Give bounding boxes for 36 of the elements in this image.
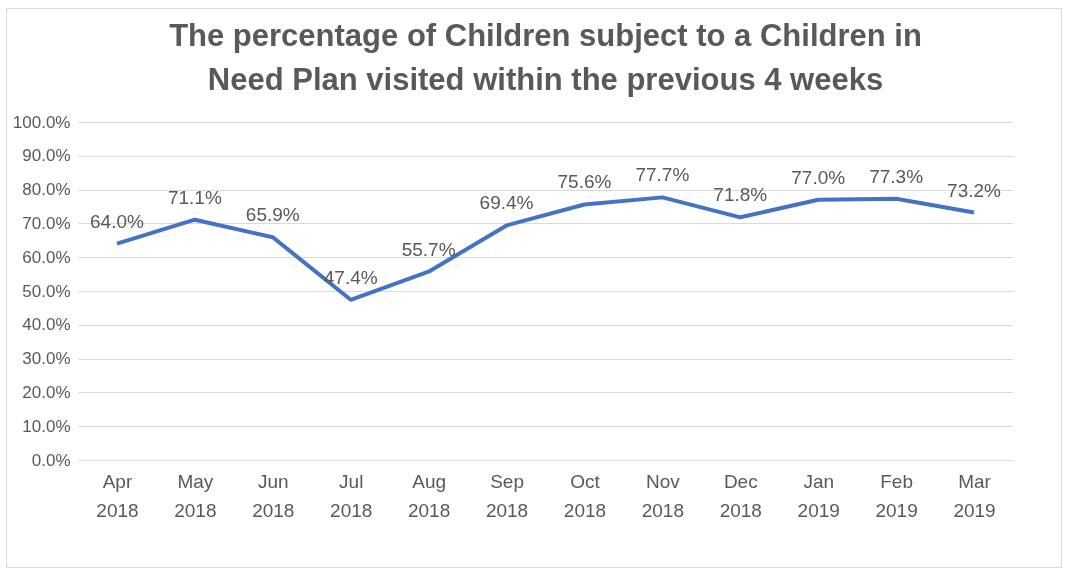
data-label: 77.3% xyxy=(869,165,924,187)
data-label: 73.2% xyxy=(947,179,1002,201)
data-label: 47.4% xyxy=(323,266,378,288)
data-label: 75.6% xyxy=(557,171,612,193)
x-tick-label: Apr 2018 xyxy=(96,470,139,521)
y-tick-label: 10.0% xyxy=(22,416,71,436)
x-tick-label: Jan 2019 xyxy=(797,470,840,521)
data-label: 69.4% xyxy=(479,192,534,214)
y-tick-label: 80.0% xyxy=(22,180,71,200)
x-tick-label: Mar 2019 xyxy=(953,470,996,521)
chart-title: The percentage of Children subject to a Children in Need Plan visited within the previous 4 weeks xyxy=(169,18,922,97)
x-tick-label: Sep 2018 xyxy=(485,470,529,521)
y-tick-label: 90.0% xyxy=(22,146,71,166)
x-tick-label: Nov 2018 xyxy=(641,470,685,521)
y-tick-label: 0.0% xyxy=(31,450,71,470)
x-tick-label: Aug 2018 xyxy=(407,470,451,521)
x-tick-label: Oct 2018 xyxy=(563,470,607,521)
x-tick-label: Jun 2018 xyxy=(252,470,295,521)
data-label: 77.0% xyxy=(791,166,846,188)
data-label: 71.1% xyxy=(167,186,222,208)
y-tick-label: 20.0% xyxy=(22,382,71,402)
data-label: 77.7% xyxy=(635,164,690,186)
y-tick-label: 60.0% xyxy=(22,247,71,267)
y-tick-label: 50.0% xyxy=(22,281,71,301)
x-tick-label: Dec 2018 xyxy=(719,470,762,521)
y-tick-label: 100.0% xyxy=(12,112,71,132)
data-label: 55.7% xyxy=(401,238,456,260)
y-tick-label: 40.0% xyxy=(22,315,71,335)
x-tick-label: Jul 2018 xyxy=(330,470,373,521)
data-label: 64.0% xyxy=(90,210,144,232)
x-tick-label: May 2018 xyxy=(174,470,217,521)
data-label: 65.9% xyxy=(245,204,300,226)
y-tick-label: 70.0% xyxy=(22,213,71,233)
y-tick-label: 30.0% xyxy=(22,349,71,369)
data-label: 71.8% xyxy=(713,184,768,206)
x-tick-label: Feb 2019 xyxy=(875,470,918,521)
